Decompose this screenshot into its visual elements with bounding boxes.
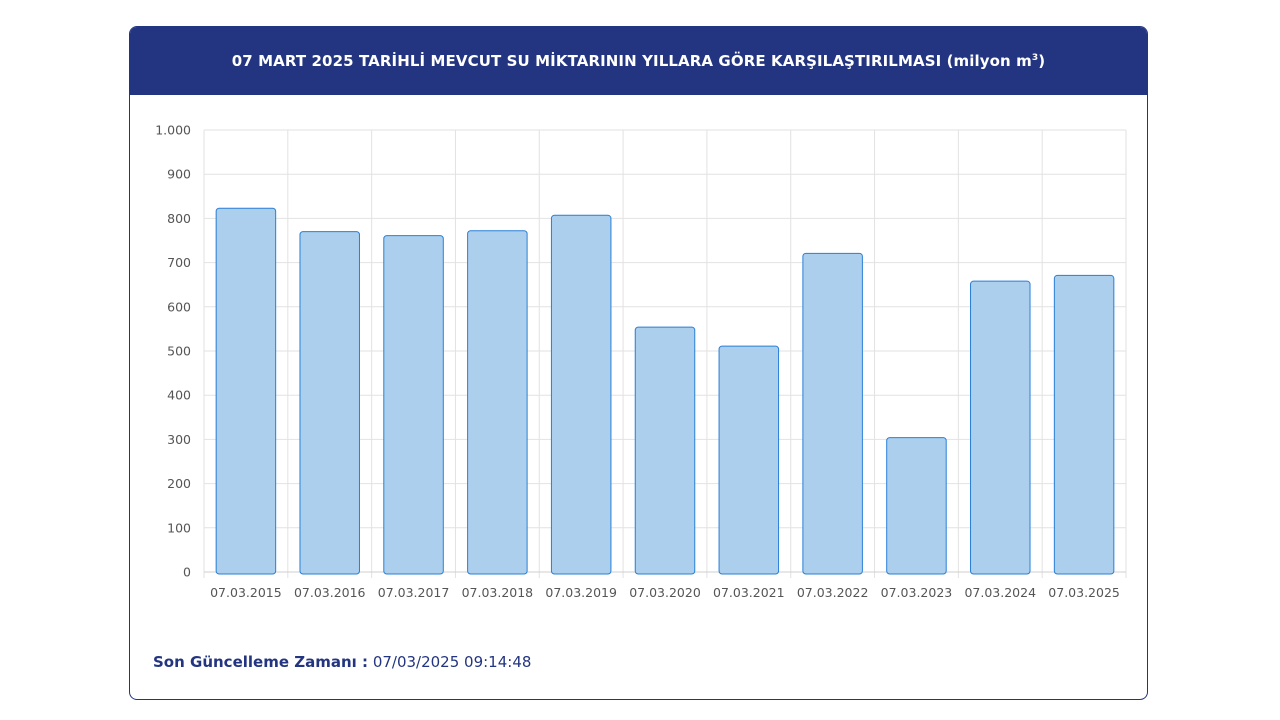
y-tick-label: 900 [167, 167, 191, 182]
bars-layer [215, 207, 1115, 575]
x-tick-label: 07.03.2017 [378, 585, 450, 600]
y-tick-label: 100 [167, 520, 191, 535]
x-tick-label: 07.03.2018 [462, 585, 534, 600]
bar[interactable] [383, 235, 444, 575]
last-updated-label: Son Güncelleme Zamanı : [153, 653, 369, 671]
x-tick-label: 07.03.2016 [294, 585, 366, 600]
bar[interactable] [886, 437, 947, 575]
x-tick-label: 07.03.2024 [964, 585, 1036, 600]
chart-title-text: 07 MART 2025 TARİHLİ MEVCUT SU MİKTARINI… [231, 52, 1032, 70]
x-tick-label: 07.03.2023 [881, 585, 953, 600]
bar[interactable] [970, 280, 1031, 575]
bar-chart: 0 100 200 300 400 500 600 700 800 900 1.000 07.03.2… [155, 123, 1127, 601]
x-tick-label: 07.03.2015 [210, 585, 282, 600]
y-tick-label: 800 [167, 211, 191, 226]
x-tick-label: 07.03.2021 [713, 585, 785, 600]
last-updated-value: 07/03/2025 09:14:48 [372, 653, 532, 671]
x-tick-label: 07.03.2019 [545, 585, 617, 600]
bar[interactable] [299, 231, 360, 575]
chart-title-superscript: 3 [1031, 53, 1039, 63]
y-tick-label: 700 [167, 255, 191, 270]
x-tick-label: 07.03.2020 [629, 585, 701, 600]
bar[interactable] [467, 230, 528, 575]
y-tick-label: 200 [167, 476, 191, 491]
chart-header: 07 MART 2025 TARİHLİ MEVCUT SU MİKTARINI… [130, 27, 1147, 95]
y-tick-label: 400 [167, 388, 191, 403]
last-updated: Son Güncelleme Zamanı : 07/03/2025 09:14… [153, 653, 531, 671]
chart-card: 07 MART 2025 TARİHLİ MEVCUT SU MİKTARINI… [129, 26, 1148, 700]
labels-layer: 0 100 200 300 400 500 600 700 800 900 1.000 07.03.2… [155, 123, 1120, 601]
y-tick-label: 500 [167, 344, 191, 359]
bar[interactable] [634, 326, 696, 575]
chart-title: 07 MART 2025 TARİHLİ MEVCUT SU MİKTARINI… [232, 52, 1045, 70]
bar[interactable] [550, 214, 612, 575]
bar[interactable] [1053, 274, 1115, 575]
y-tick-label: 300 [167, 432, 191, 447]
bar[interactable] [215, 207, 277, 575]
x-tick-label: 07.03.2025 [1048, 585, 1120, 600]
y-tick-label: 600 [167, 299, 191, 314]
y-tick-label: 0 [183, 565, 191, 580]
x-tick-label: 07.03.2022 [797, 585, 869, 600]
bar[interactable] [802, 252, 863, 575]
chart-title-tail: ) [1038, 52, 1046, 70]
bar[interactable] [718, 345, 780, 575]
y-tick-label: 1.000 [155, 123, 191, 138]
